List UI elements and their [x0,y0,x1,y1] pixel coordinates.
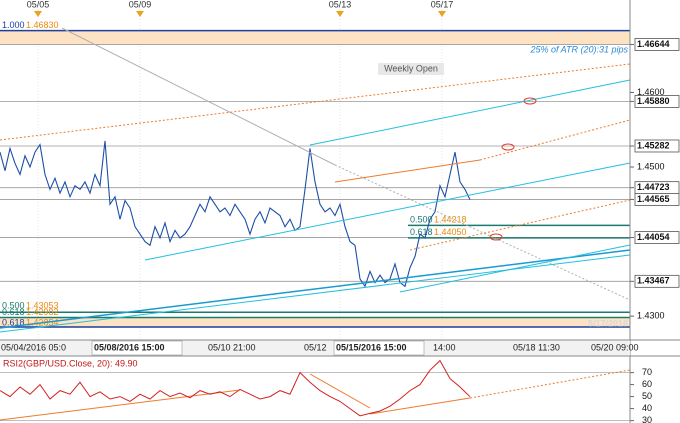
annotation: Weekly Open [384,63,438,73]
price-line [0,140,471,288]
date-marker-arrow [438,11,446,17]
y-tick-label: 40 [642,403,652,413]
annotation: 25% of ATR (20):31 pips [529,44,628,54]
y-tick-label: 1.44565 [637,194,670,204]
date-marker-arrow [34,11,42,17]
fib-ratio: 0.618 [2,307,25,317]
y-tick-label: 50 [642,391,652,401]
y-tick-label: 60 [642,379,652,389]
x-tick-label: 05/20 09:00 [591,342,639,352]
fib-ratio: 0.500 [2,301,25,311]
watermark: 5/17/2016 [588,318,628,328]
fib-ratio: 0.618 [2,317,25,327]
trend-line [0,254,631,333]
date-marker: 05/13 [329,0,352,9]
fib-ratio: 0.618 [410,227,433,237]
x-tick-label: 05/08/2016 15:00 [94,342,165,352]
rsi-trend [309,373,371,409]
rsi-title: RSI2(GBP/USD.Close, 20): 49.90 [3,358,138,368]
y-axis-bg [630,0,680,356]
marker-circle [489,233,503,241]
y-tick-label: 1.44054 [637,232,670,242]
y-tick-label: 1.4600 [637,87,665,97]
y-tick-label: 1.45880 [637,96,670,106]
date-marker: 05/17 [431,0,454,9]
fib-price: 1.44218 [434,215,467,225]
x-tick-label: 05/10 21:00 [208,342,256,352]
date-marker-arrow [136,11,144,17]
trend-line [399,244,631,293]
y-tick-label: 1.43467 [637,276,670,286]
y-tick-box [634,139,680,153]
y-tick-label: 70 [642,367,652,377]
rsi-line [0,359,471,417]
trend-line [0,249,631,329]
fib-ratio: 0.500 [410,215,433,225]
marker-circle [501,143,515,151]
y-tick-box [634,38,680,51]
y-tick-label: 1.4300 [637,311,665,321]
y-tick-box [634,193,680,206]
x-tick-label: 14:00 [433,342,456,352]
trend-line [334,159,481,183]
fib-price: 1.44050 [434,227,467,237]
x-tick-label: 05/12 [304,342,327,352]
rsi-panel: 70 60 50 40 30 RSI2(GBP/USD.Close, 20): 49.90 [0,355,680,423]
y-tick-box [634,274,680,288]
y-tick-label: 1.45282 [637,140,670,150]
x-tick-box [91,340,183,356]
rsi-trend [469,369,631,399]
date-marker: 05/05 [27,0,50,9]
fib-price: 1.43053 [26,301,59,311]
marker-circle [523,97,537,105]
trend-line [409,199,631,251]
trend-line [61,27,336,166]
trend-line [144,162,631,261]
fib-ratio: 1.000 [2,20,25,30]
fib-band [0,30,630,45]
x-tick-label: 05/15/2016 15:00 [336,342,407,352]
rsi-trend [369,397,471,415]
trend-lines [0,27,631,333]
trend-line [309,79,631,146]
y-tick-label: 30 [642,415,652,423]
y-tick-label: 1.44723 [637,182,670,192]
y-tick-label: 1.4500 [637,161,665,171]
fib-price: 1.42982 [26,307,59,317]
rsi-trend [0,389,241,421]
trend-line [479,119,631,161]
date-marker-arrow [336,11,344,17]
date-marker: 05/09 [129,0,152,9]
annotation-box [378,63,444,75]
x-tick-box [333,340,425,356]
x-tick-label: 05/18 11:30 [513,342,560,352]
x-tick-label: 05/04/2016 05:0 [1,342,66,352]
fib-price: 1.46830 [26,20,59,30]
trend-line [0,63,631,141]
y-tick-box [634,231,680,244]
fib-band [0,317,630,328]
y-tick-label: 1.46644 [637,39,670,49]
y-tick-box [634,95,680,108]
